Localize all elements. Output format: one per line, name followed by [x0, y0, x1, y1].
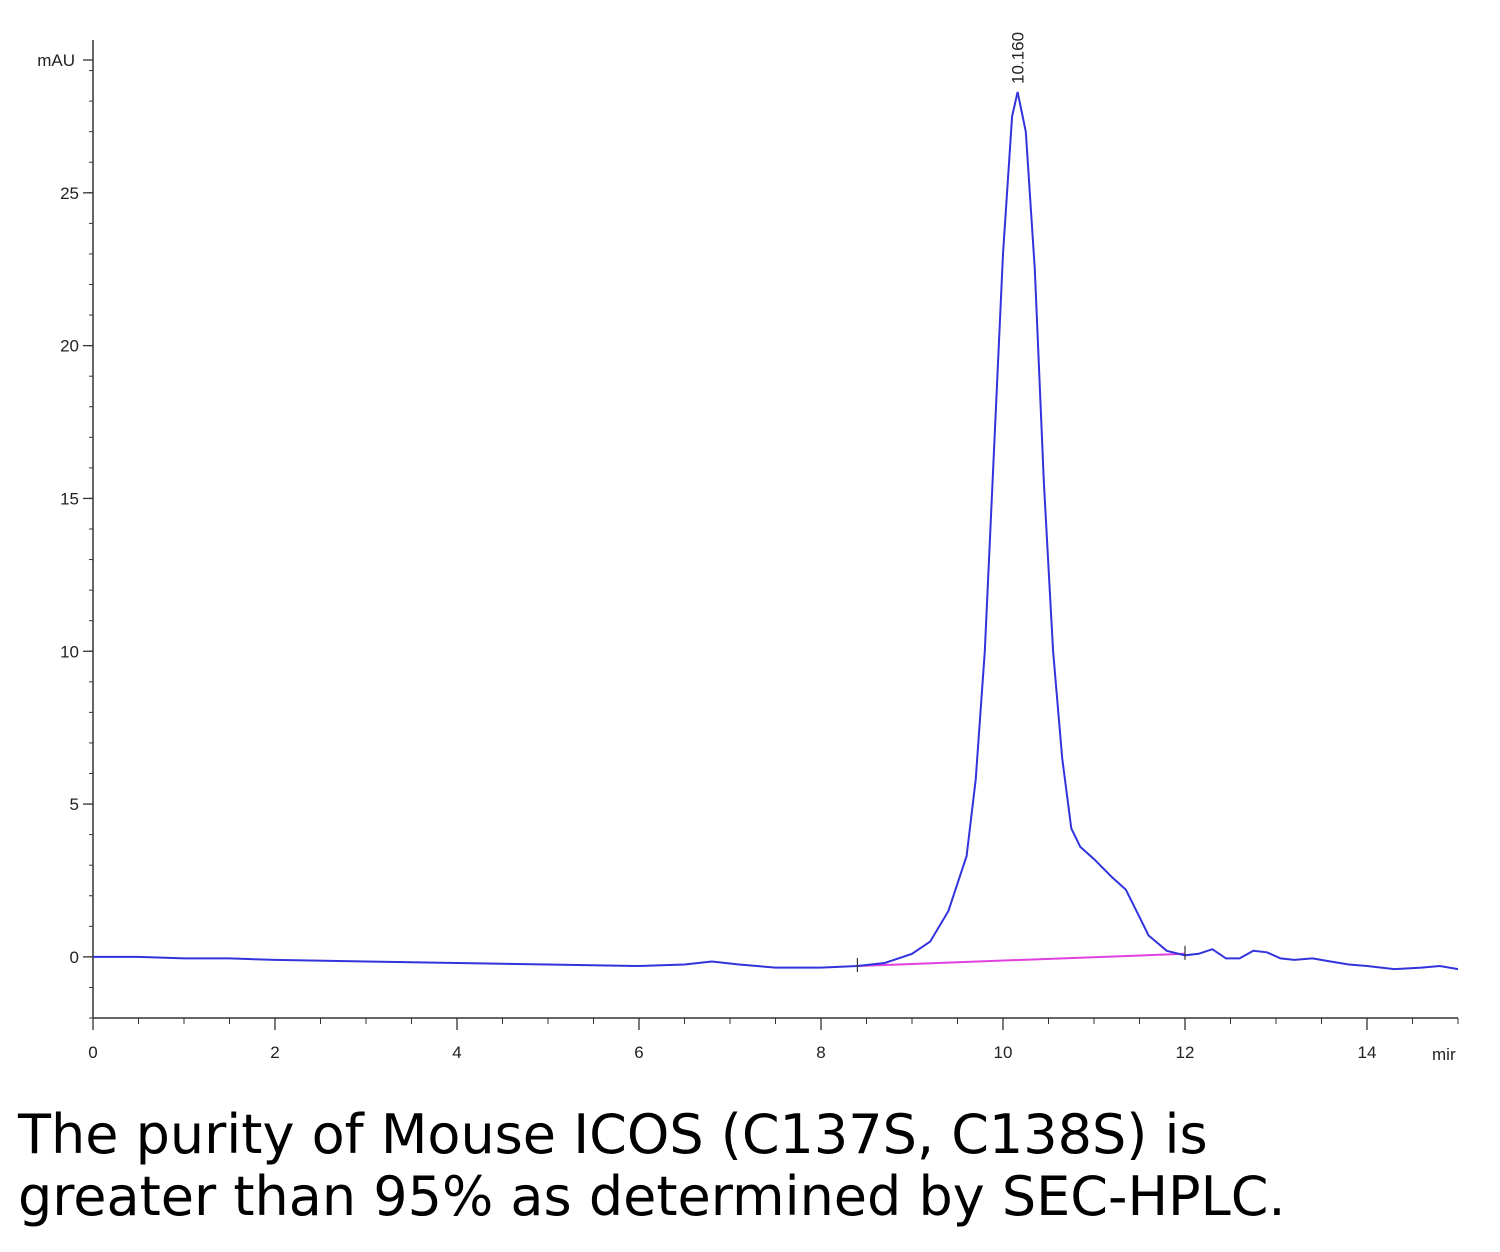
chromatogram-trace: [93, 91, 1459, 971]
x-tick-label: 4: [452, 1043, 461, 1062]
peak-retention-label: 10.160: [1009, 32, 1028, 84]
x-axis: 0 2 4 6 8 10 12 14: [88, 1017, 1459, 1062]
caption-line-1: The purity of Mouse ICOS (C137S, C138S) …: [18, 1103, 1208, 1166]
y-tick-label: 0: [70, 948, 79, 967]
x-tick-label: 10: [994, 1043, 1013, 1062]
integration-baseline: [857, 952, 1186, 967]
x-tick-label: 2: [270, 1043, 279, 1062]
y-tick-label: 15: [60, 489, 79, 508]
y-axis-unit-label: mAU: [37, 51, 75, 70]
x-tick-label: 0: [88, 1043, 97, 1062]
x-axis-unit-label: mir: [1432, 1045, 1456, 1064]
x-tick-label: 6: [634, 1043, 643, 1062]
caption: The purity of Mouse ICOS (C137S, C138S) …: [18, 1104, 1478, 1228]
x-tick-label: 8: [816, 1043, 825, 1062]
x-tick-label: 12: [1176, 1043, 1195, 1062]
y-tick-label: 20: [60, 337, 79, 356]
y-tick-label: 10: [60, 642, 79, 661]
y-axis: 0 5 10 15 20 25: [60, 40, 94, 1019]
x-tick-label: 14: [1358, 1043, 1377, 1062]
y-tick-label: 5: [70, 795, 79, 814]
caption-line-2: greater than 95% as determined by SEC-HP…: [18, 1165, 1286, 1228]
y-tick-label: 25: [60, 184, 79, 203]
chromatogram-chart: 0 5 10 15 20 25 0 2 4 6 8 10 12 14 mAU mir 10.160: [37, 32, 1459, 1064]
